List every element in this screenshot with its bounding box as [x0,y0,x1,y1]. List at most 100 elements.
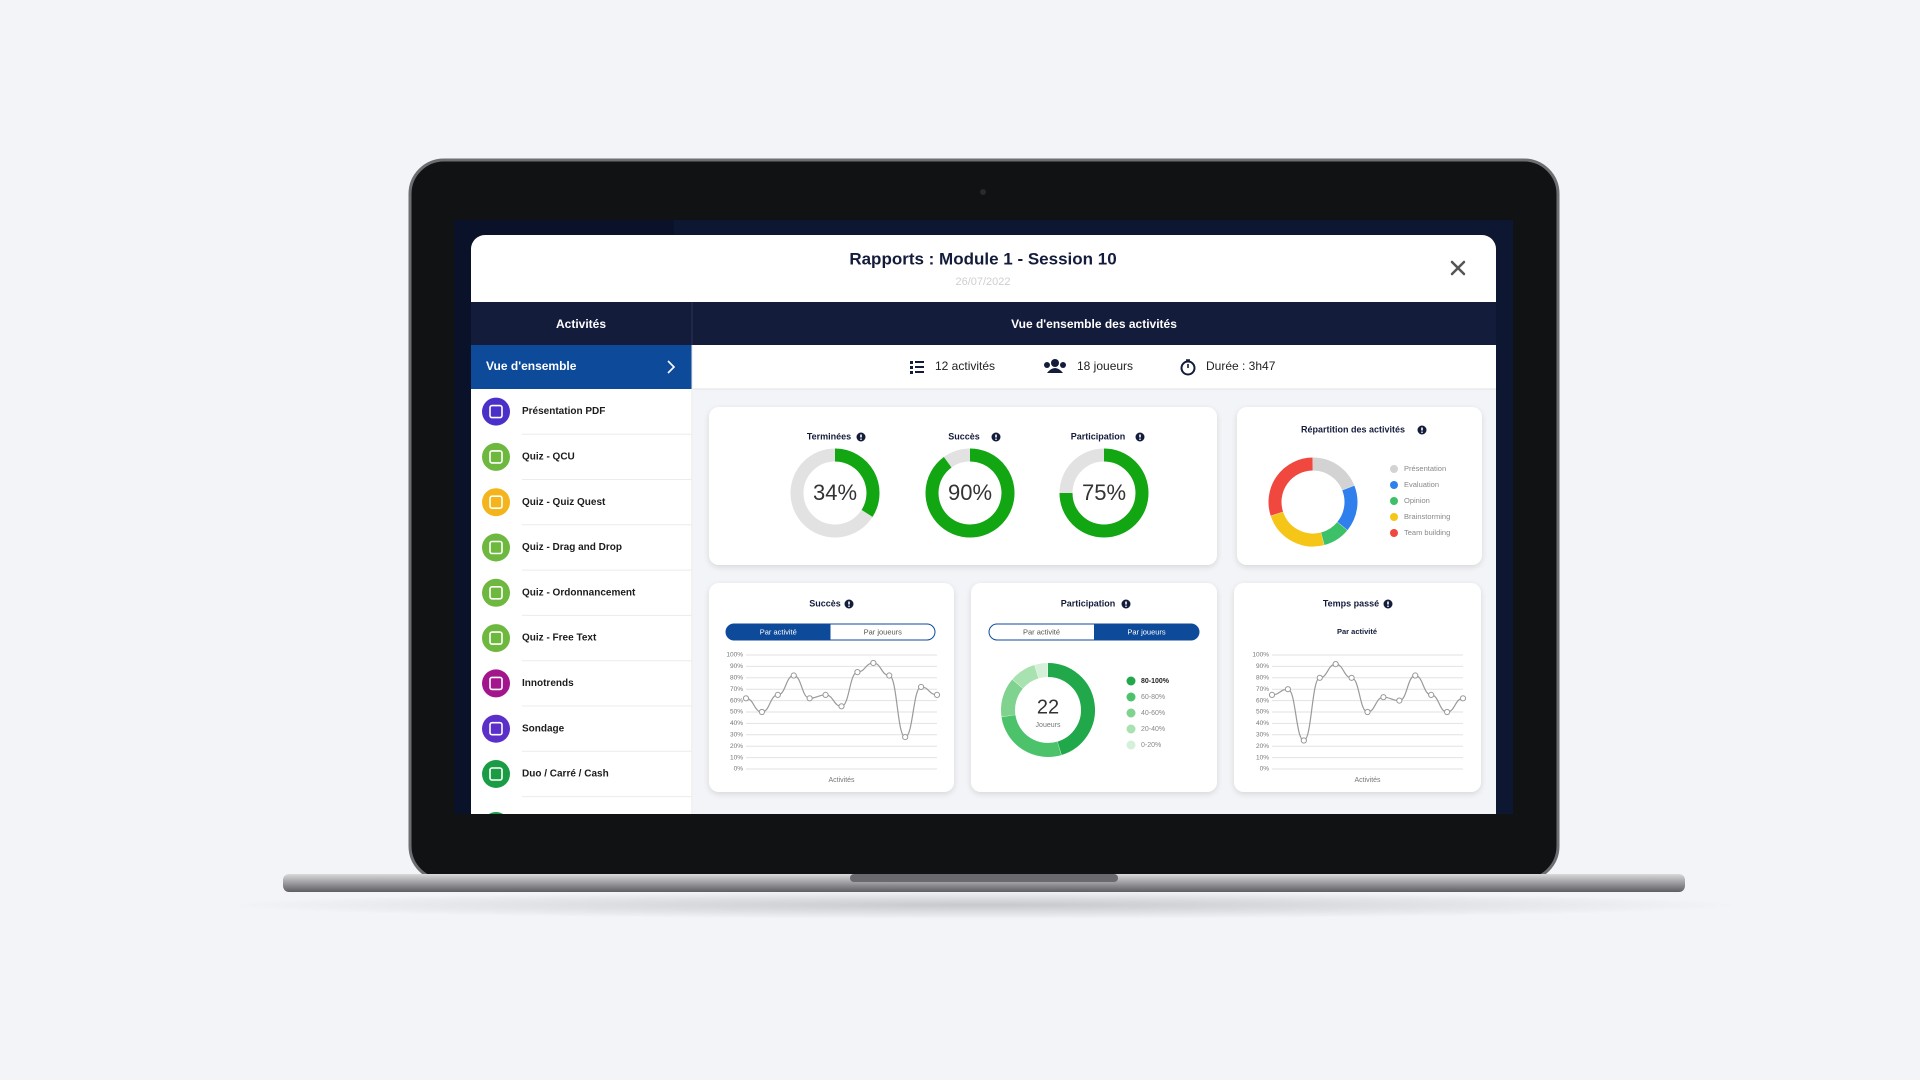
activity-icon-glyph [489,450,503,464]
info-icon-dot [1139,438,1141,441]
card [709,583,954,792]
gauge-title: Terminées [807,431,851,441]
activity-label: Quiz - Quiz Quest [522,497,606,508]
pie-segment [1337,485,1358,531]
list-icon [915,361,924,363]
users-icon [1051,359,1059,367]
close-button[interactable] [1450,260,1466,276]
legend-label: Team building [1404,528,1450,537]
legend-dot [1390,529,1398,537]
legend-dot [1390,497,1398,505]
legend-dot [1390,481,1398,489]
gauge-title: Succès [948,431,980,441]
toggle-option[interactable]: Par joueurs [864,627,903,636]
laptop-notch [850,874,1118,882]
line-point [774,691,781,699]
card-subtitle: Par activité [1337,627,1377,636]
users-icon [1047,368,1063,373]
card [1237,407,1482,565]
info-icon-mark [1139,434,1141,438]
y-tick-label: 70% [730,686,743,693]
list-icon [915,371,924,373]
y-tick-label: 40% [1256,720,1269,727]
info-icon-mark [848,601,850,605]
line-point [917,683,925,691]
line-point [1443,708,1451,716]
activity-label: Innotrends [522,678,574,689]
gauge-title: Participation [1071,431,1126,441]
floor-shadow [223,891,1743,919]
line-point [1300,737,1307,744]
info-icon-dot [1125,605,1127,607]
y-tick-label: 90% [1256,663,1269,670]
info-icon-mark [1125,601,1127,605]
pie-segment [1270,511,1325,547]
activity-label: Quiz - Drag and Drop [522,542,622,553]
line-point [758,708,766,716]
sidebar-selected[interactable] [471,345,692,389]
y-tick-label: 80% [730,675,743,682]
activity-icon-glyph [489,631,503,645]
info-icon-mark [995,434,997,438]
center-value: 22 [1037,696,1059,718]
legend-label: 80-100% [1141,678,1170,685]
legend-label: Opinion [1404,496,1430,505]
y-tick-label: 90% [730,663,743,670]
legend-label: 40-60% [1141,710,1165,717]
activity-label: Quiz - QCU [522,452,575,463]
line-point [838,703,845,710]
toggle-option[interactable]: Par activité [760,627,797,636]
line-point [1332,661,1339,668]
activity-icon-glyph [489,767,503,781]
gauge-arc [925,448,1015,538]
list-icon [915,366,924,368]
info-icon-dot [1387,605,1389,607]
y-tick-label: 0% [734,766,744,773]
card-title: Répartition des activités [1301,424,1405,434]
legend-dot [1390,513,1398,521]
screen-edge [454,814,1513,844]
pie-segment [1312,457,1355,491]
info-icon-dot [995,438,997,441]
gauge-value: 34% [813,480,857,505]
gauge-arc [834,448,880,517]
line-point [886,672,893,679]
toggle-active [1094,624,1199,640]
legend-label: 0-20% [1141,742,1161,749]
list-icon [910,361,913,364]
users-icon [1060,362,1066,368]
info-icon-dot [1421,431,1423,434]
y-tick-label: 0% [1260,766,1270,773]
center-label: Joueurs [1036,722,1061,729]
toggle-option[interactable]: Par activité [1023,627,1060,636]
gauge-value: 90% [948,480,992,505]
activity-icon [482,624,510,653]
chevron [667,360,676,374]
stat-label: 12 activités [935,359,995,373]
legend-dot [1126,724,1136,734]
line-point [1268,691,1276,699]
timer-icon [1180,360,1196,376]
info-icon-mark [1421,427,1423,431]
legend-label: Présentation [1404,464,1446,473]
legend-dot [1126,692,1136,702]
legend-label: 60-80% [1141,694,1165,701]
list-icon [910,371,913,374]
pie-segment [1047,663,1095,755]
line-point [1396,697,1403,704]
pie-segment [1001,679,1024,717]
activity-label: Sondage [522,723,565,734]
pie-segment [1034,663,1048,679]
x-axis-label: Activités [1354,777,1381,784]
info-icon-mark [1387,601,1389,605]
y-tick-label: 20% [730,743,743,750]
y-tick-label: 60% [1256,697,1269,704]
line-point [790,672,797,679]
stat-label: 18 joueurs [1077,359,1133,373]
y-tick-label: 10% [730,754,743,761]
line-point [1412,672,1419,679]
legend-dot [1390,465,1398,473]
toggle-option[interactable]: Par joueurs [1127,627,1166,636]
stat-label: Durée : 3h47 [1206,359,1276,373]
line-point [1284,686,1292,693]
